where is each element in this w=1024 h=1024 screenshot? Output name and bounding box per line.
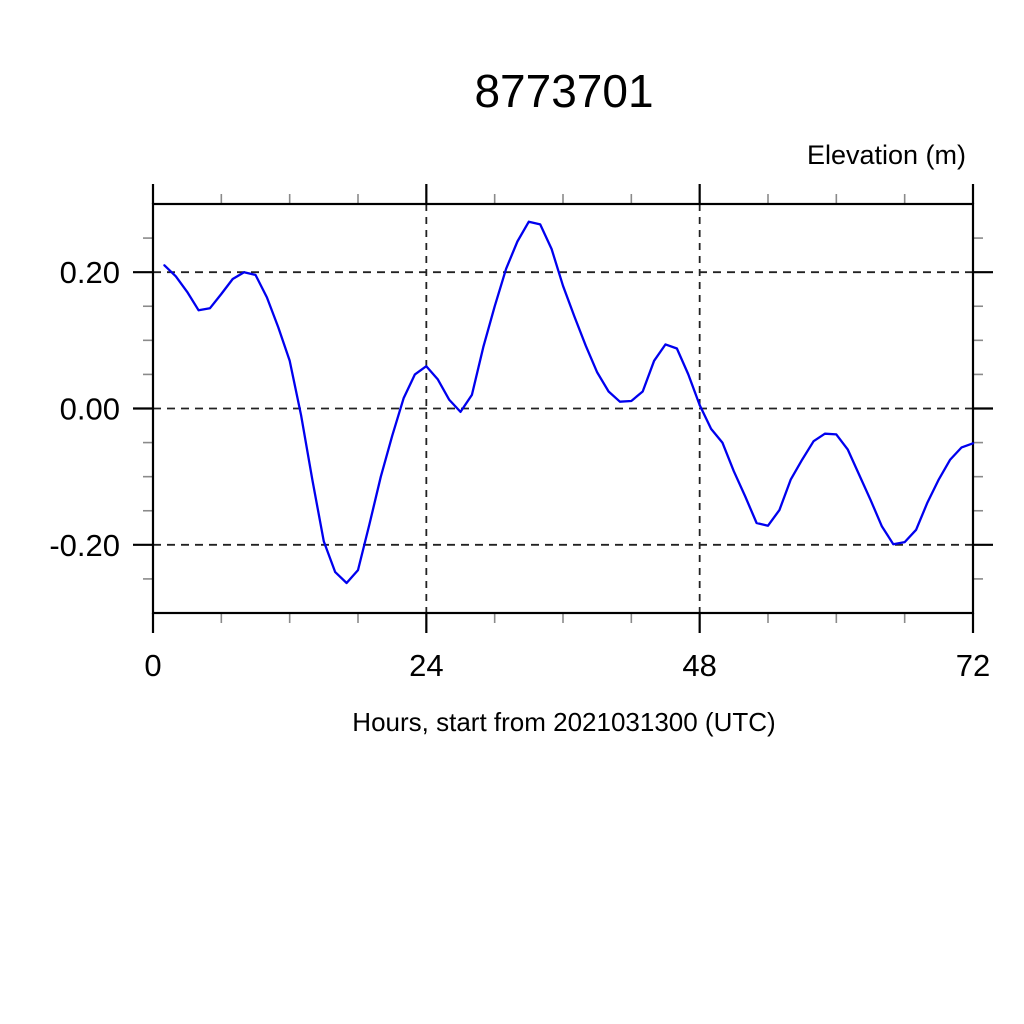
x-tick-label: 0	[144, 648, 161, 683]
axis-ticks	[133, 184, 993, 633]
elevation-line-series	[163, 220, 975, 585]
axis-tick-labels: 0 24 48 72 0.20 0.00 -0.20	[49, 255, 990, 683]
chart-title: 8773701	[474, 65, 653, 117]
gridlines	[153, 204, 973, 613]
y-tick-label: -0.20	[49, 528, 120, 563]
y-tick-label: 0.20	[60, 255, 120, 290]
y-axis-unit-label: Elevation (m)	[807, 140, 966, 170]
x-tick-label: 48	[682, 648, 716, 683]
x-tick-label: 72	[956, 648, 990, 683]
x-tick-label: 24	[409, 648, 443, 683]
plot-frame	[151, 202, 975, 615]
x-axis-label: Hours, start from 2021031300 (UTC)	[352, 707, 775, 737]
y-tick-label: 0.00	[60, 392, 120, 427]
